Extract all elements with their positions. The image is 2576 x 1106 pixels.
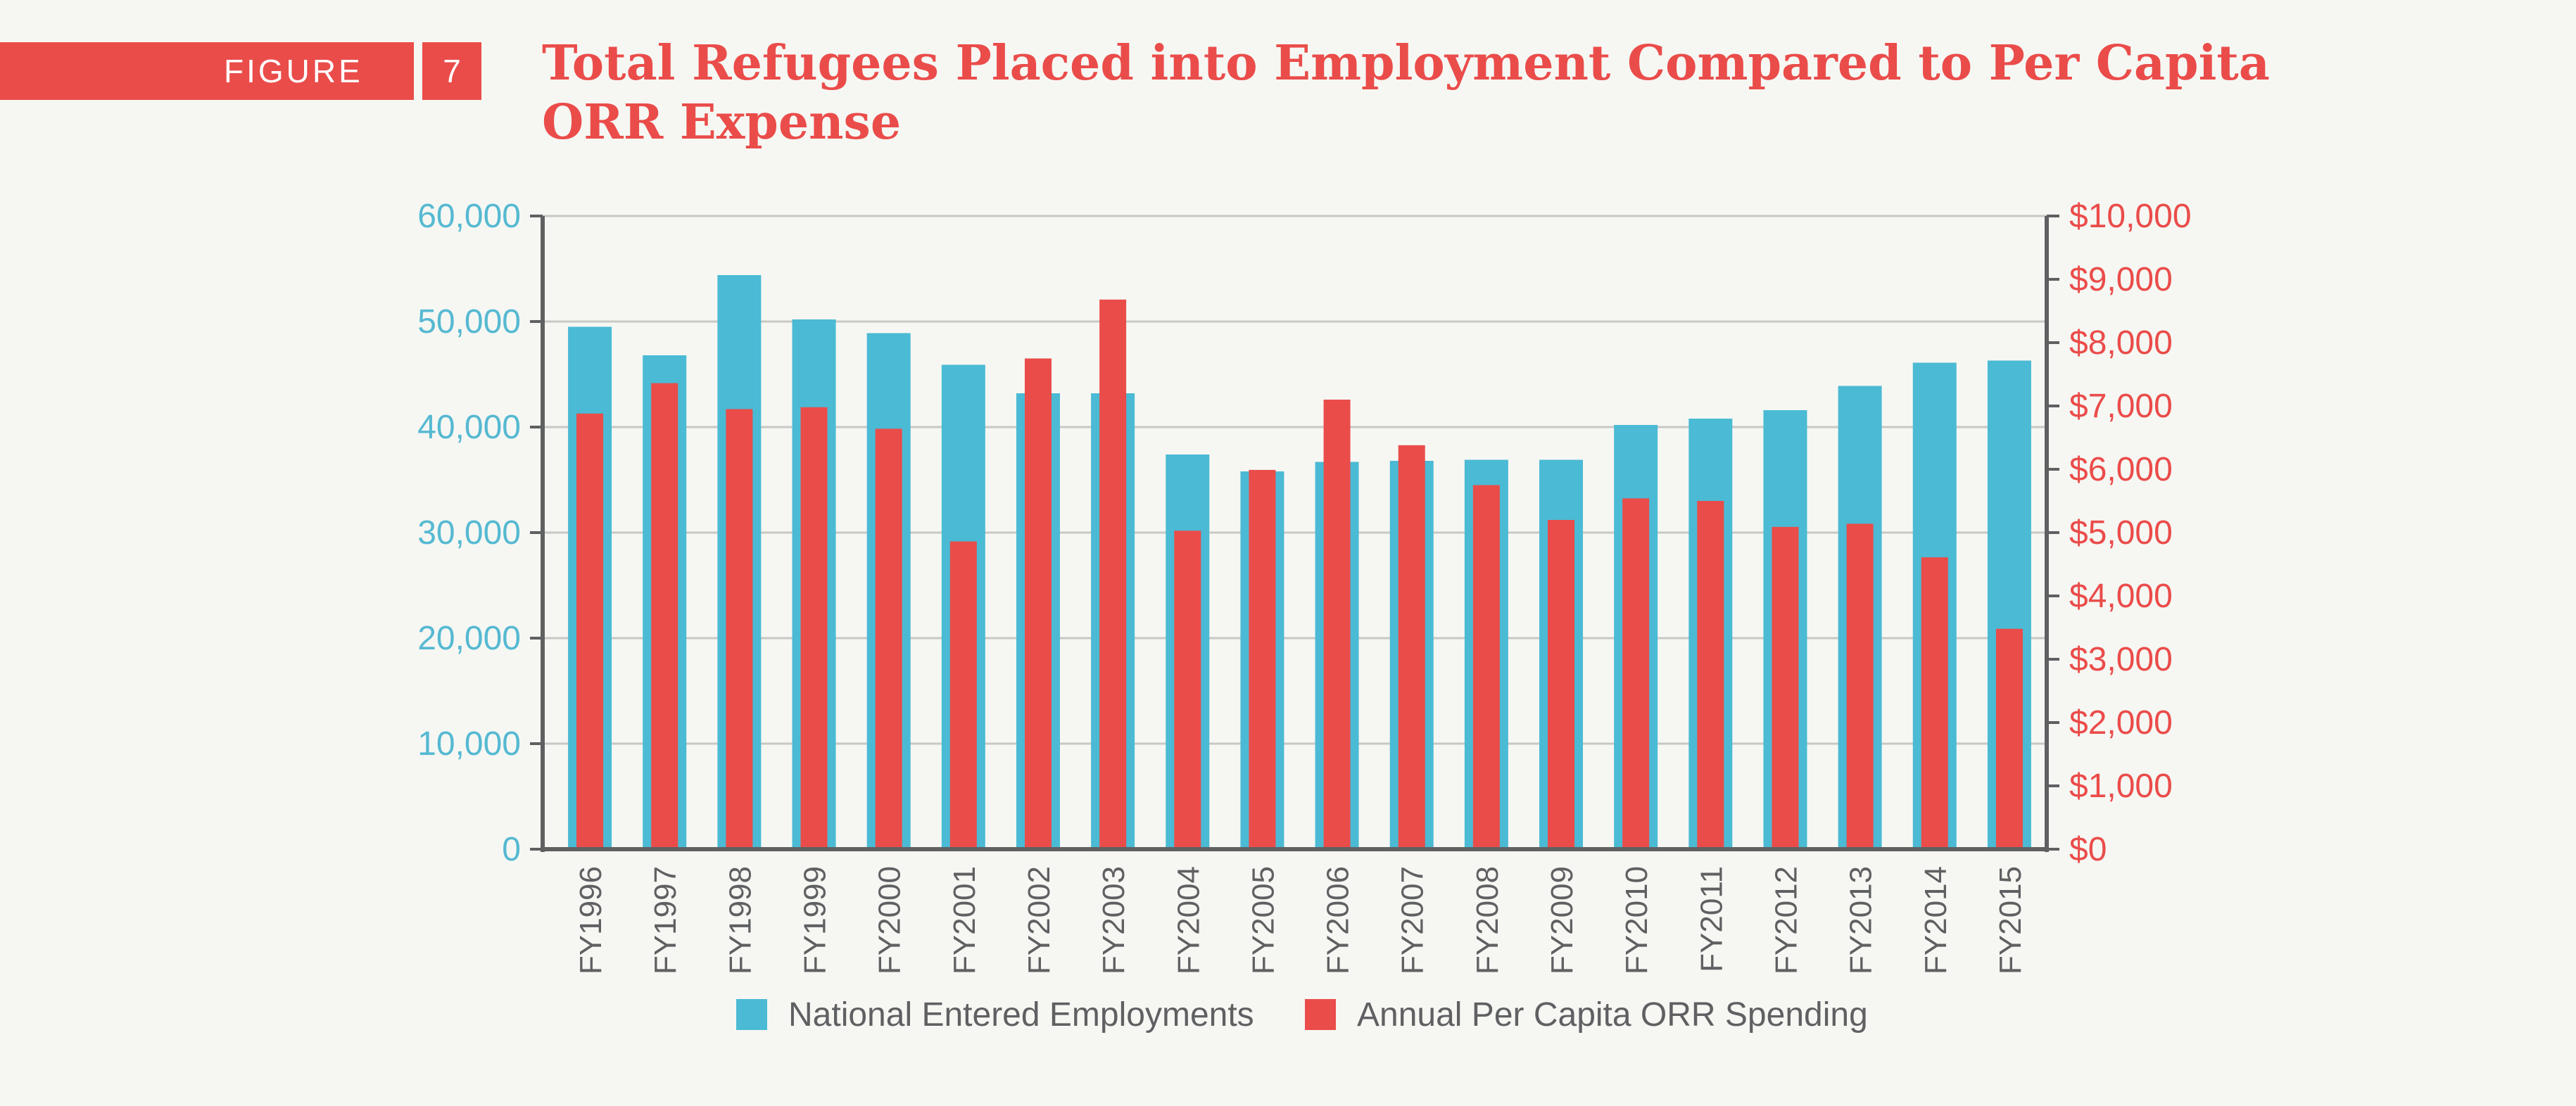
bar-spending	[1995, 628, 2023, 849]
right-tick-label: $7,000	[2069, 388, 2173, 425]
x-tick-label: FY2007	[1396, 866, 1430, 974]
bar-spending	[1398, 445, 1425, 849]
right-tick-label: $0	[2069, 831, 2107, 868]
legend: National Entered Employments Annual Per C…	[736, 996, 1868, 1034]
bar-spending	[1472, 485, 1500, 849]
chart-title: Total Refugees Placed into Employment Co…	[542, 35, 2270, 151]
x-tick-label: FY1997	[648, 866, 683, 974]
x-tick-label: FY2008	[1470, 866, 1505, 974]
left-tick-label: 30,000	[417, 514, 521, 552]
axes-group	[530, 215, 2059, 852]
x-tick-label: FY2013	[1844, 866, 1879, 974]
right-tick-label: $5,000	[2069, 514, 2173, 552]
bar-spending	[576, 413, 604, 849]
x-tick-label: FY1996	[574, 866, 608, 974]
x-tick-label: FY1998	[723, 866, 757, 974]
bar-spending	[1548, 520, 1575, 849]
left-tick-label: 0	[502, 831, 521, 868]
bar-spending	[1249, 469, 1276, 849]
bar-spending	[1697, 501, 1724, 849]
bar-spending	[1772, 526, 1799, 849]
right-tick-label: $4,000	[2069, 578, 2173, 615]
bar-spending	[800, 407, 828, 849]
x-tick-label: FY2010	[1620, 866, 1654, 974]
x-tick-label: FY2003	[1097, 866, 1131, 974]
left-tick-label: 40,000	[417, 409, 521, 446]
x-tick-label: FY2015	[1993, 866, 2028, 974]
right-tick-label: $1,000	[2069, 768, 2173, 805]
x-tick-label: FY2002	[1022, 866, 1056, 974]
right-tick-label: $8,000	[2069, 324, 2173, 362]
bar-spending	[1846, 523, 1874, 849]
x-tick-label: FY2005	[1246, 866, 1280, 974]
bar-spending	[949, 541, 977, 849]
bar-spending	[1921, 557, 1948, 849]
tick-labels: FY1996 FY1997 FY1998 FY1999 FY2000 FY2001 FY20…	[417, 198, 2191, 974]
right-tick-label: $6,000	[2069, 451, 2173, 488]
x-tick-label: FY2014	[1919, 866, 1953, 974]
bar-spending	[651, 383, 678, 849]
left-tick-label: 20,000	[417, 620, 521, 657]
legend-label: National Entered Employments	[788, 996, 1254, 1034]
grid-lines	[543, 215, 2047, 745]
right-tick-label: $10,000	[2069, 198, 2192, 235]
legend-swatch	[1305, 999, 1336, 1030]
x-tick-label: FY2004	[1171, 866, 1206, 974]
bar-spending	[1099, 299, 1127, 849]
left-tick-label: 50,000	[417, 303, 521, 341]
bar-spending	[1622, 498, 1650, 849]
right-tick-label: $9,000	[2069, 261, 2173, 298]
left-tick-label: 60,000	[417, 198, 521, 235]
x-tick-label: FY2012	[1769, 866, 1803, 974]
bars-group	[568, 275, 2031, 849]
bar-spending	[1024, 358, 1052, 849]
x-tick-label: FY2009	[1545, 866, 1579, 974]
x-tick-label: FY2006	[1321, 866, 1356, 974]
bar-spending	[1323, 400, 1351, 849]
bar-spending	[726, 409, 753, 849]
legend-label: Annual Per Capita ORR Spending	[1357, 996, 1868, 1034]
bar-spending	[875, 428, 902, 849]
right-tick-label: $2,000	[2069, 704, 2173, 742]
bar-spending	[1174, 530, 1201, 849]
figure-banner	[0, 42, 414, 100]
x-tick-label: FY1999	[798, 866, 833, 974]
right-tick-label: $3,000	[2069, 641, 2173, 678]
x-tick-label: FY2001	[947, 866, 982, 974]
figure-label: FIGURE	[224, 53, 363, 89]
x-tick-label: FY2011	[1694, 866, 1729, 972]
legend-swatch	[736, 999, 767, 1030]
figure-banner-gap	[414, 42, 422, 100]
left-tick-label: 10,000	[417, 725, 521, 763]
x-tick-label: FY2000	[873, 866, 907, 974]
figure-number: 7	[422, 42, 481, 100]
